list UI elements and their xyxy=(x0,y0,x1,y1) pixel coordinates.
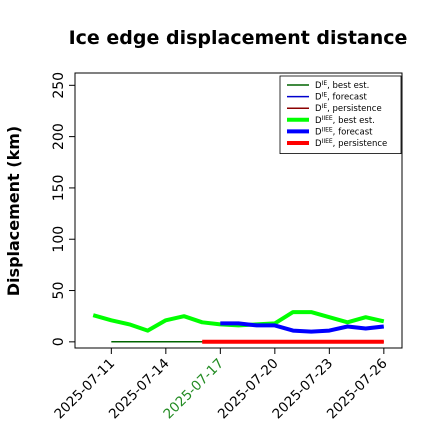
y-tick-label: 250 xyxy=(51,72,67,99)
legend-entry: DIE, forecast xyxy=(315,92,368,103)
y-tick-label: 50 xyxy=(51,282,67,300)
y-axis-label: Displacement (km) xyxy=(4,126,23,296)
y-tick-label: 150 xyxy=(51,175,67,202)
legend-box xyxy=(279,75,402,154)
legend-entry: DIIEE, forecast xyxy=(315,126,373,137)
y-tick-label: 0 xyxy=(51,337,67,346)
legend-entry: DIE, persistence xyxy=(315,103,382,114)
y-tick-label: 200 xyxy=(51,123,67,150)
plot-frame xyxy=(74,72,403,349)
legend-entry: DIIEE, persistence xyxy=(315,138,387,149)
chart-title: Ice edge displacement distance xyxy=(69,27,408,49)
y-tick-label: 100 xyxy=(51,226,67,253)
legend-entry: DIIEE, best est. xyxy=(315,115,375,126)
legend-entry: DIE, best est. xyxy=(315,80,369,91)
series-line xyxy=(220,321,385,334)
